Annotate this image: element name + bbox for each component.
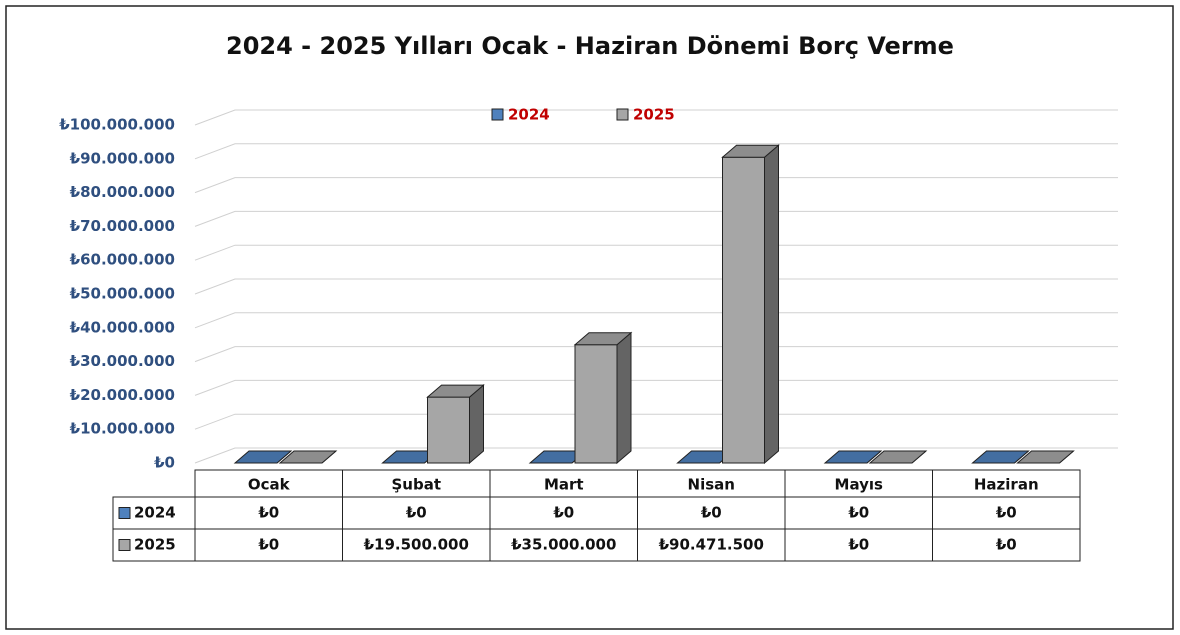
y-tick-label: ₺10.000.000 <box>70 420 175 438</box>
y-tick-label: ₺30.000.000 <box>70 352 175 370</box>
table-value: ₺0 <box>553 504 574 522</box>
bar-front <box>427 396 470 464</box>
bar-front <box>722 156 765 464</box>
table-value: ₺35.000.000 <box>511 536 616 554</box>
bar-top <box>721 144 780 158</box>
x-tick-label: Şubat <box>391 476 441 494</box>
x-tick-label: Nisan <box>688 476 735 494</box>
grid-line <box>194 177 1118 194</box>
grid-line <box>194 143 1118 160</box>
bar-top <box>823 450 883 464</box>
legend-swatch <box>491 108 504 121</box>
grid-line <box>194 210 1118 227</box>
grid-line <box>194 312 1118 329</box>
table-value: ₺0 <box>701 504 722 522</box>
grid-line <box>194 447 1118 464</box>
chart-title: 2024 - 2025 Yılları Ocak - Haziran Dönem… <box>226 32 954 60</box>
bar <box>426 384 485 465</box>
bar-top <box>233 450 293 464</box>
bar <box>868 450 928 464</box>
y-tick-label: ₺70.000.000 <box>70 217 175 235</box>
x-tick-label: Haziran <box>974 476 1039 494</box>
legend-label: 2024 <box>508 106 550 124</box>
bar-side <box>469 384 484 465</box>
bar-top <box>573 332 633 346</box>
table-legend-swatch <box>118 539 131 551</box>
grid-line <box>194 413 1118 430</box>
bar <box>721 144 780 465</box>
bar <box>971 450 1030 464</box>
bar <box>233 450 293 464</box>
bar-side <box>616 331 632 465</box>
grid-line <box>194 379 1118 396</box>
bar-front <box>574 344 618 464</box>
bar-top <box>868 450 928 464</box>
bar <box>823 450 883 464</box>
bar-top <box>971 450 1030 464</box>
y-tick-label: ₺100.000.000 <box>59 116 175 134</box>
table-value: ₺90.471.500 <box>659 536 764 554</box>
x-tick-label: Mayıs <box>835 476 884 494</box>
bar <box>1016 450 1075 464</box>
x-tick-label: Mart <box>544 476 584 494</box>
x-tick-label: Ocak <box>248 476 291 494</box>
bar-top <box>278 450 338 464</box>
table-row-label: 2024 <box>134 504 176 522</box>
table-value: ₺0 <box>258 536 279 554</box>
y-tick-label: ₺0 <box>154 454 175 472</box>
y-tick-label: ₺20.000.000 <box>70 386 175 404</box>
table-value: ₺0 <box>848 536 869 554</box>
bar-side <box>764 144 779 465</box>
table-value: ₺19.500.000 <box>364 536 469 554</box>
bar-top <box>426 384 485 398</box>
table-legend-swatch <box>118 507 131 519</box>
y-tick-label: ₺50.000.000 <box>70 285 175 303</box>
grid-line <box>194 346 1118 363</box>
table-value: ₺0 <box>258 504 279 522</box>
y-tick-label: ₺40.000.000 <box>70 318 175 336</box>
table-value: ₺0 <box>848 504 869 522</box>
bar <box>573 331 633 465</box>
y-tick-label: ₺60.000.000 <box>70 251 175 269</box>
y-tick-label: ₺90.000.000 <box>70 149 175 167</box>
bar <box>278 450 338 464</box>
table-value: ₺0 <box>996 504 1017 522</box>
grid-line <box>194 244 1118 261</box>
table-value: ₺0 <box>996 536 1017 554</box>
y-tick-label: ₺80.000.000 <box>70 183 175 201</box>
table-value: ₺0 <box>406 504 427 522</box>
legend-swatch <box>616 108 629 121</box>
bar-top <box>1016 450 1075 464</box>
grid-line <box>194 278 1118 295</box>
table-row-label: 2025 <box>134 536 176 554</box>
grid-line <box>194 109 1118 126</box>
legend-label: 2025 <box>633 106 675 124</box>
